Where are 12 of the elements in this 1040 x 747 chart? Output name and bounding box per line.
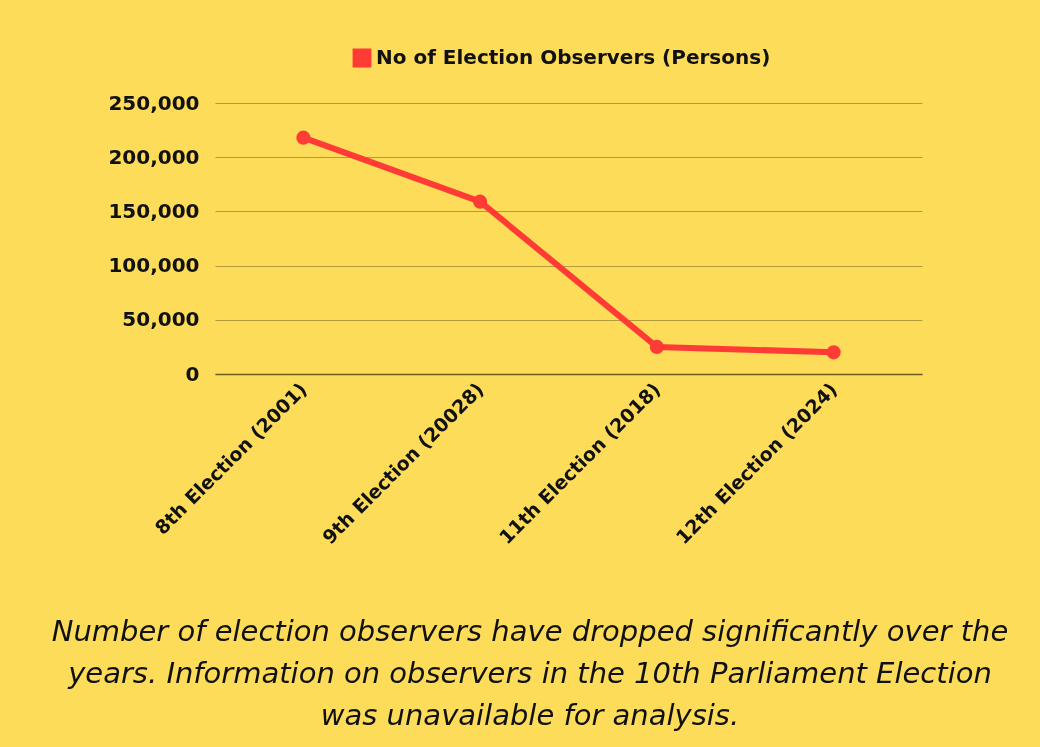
point xyxy=(296,130,311,145)
y-tick-label: 250,000 xyxy=(108,90,200,115)
legend-label: No of Election Observers (Persons) xyxy=(376,45,771,69)
y-tick-label: 50,000 xyxy=(122,307,200,332)
y-tick-label: 0 xyxy=(185,361,200,386)
point xyxy=(473,194,488,209)
point xyxy=(649,339,664,354)
y-tick-label: 100,000 xyxy=(108,253,200,278)
text: Number of election observers have dropped significantly over the years. Information on observers in the 10th Parliament Election was unavailable for analysis. xyxy=(50,613,1010,734)
y-tick-label: 150,000 xyxy=(108,198,200,223)
y-tick-label: 200,000 xyxy=(108,144,200,169)
point xyxy=(826,345,841,360)
